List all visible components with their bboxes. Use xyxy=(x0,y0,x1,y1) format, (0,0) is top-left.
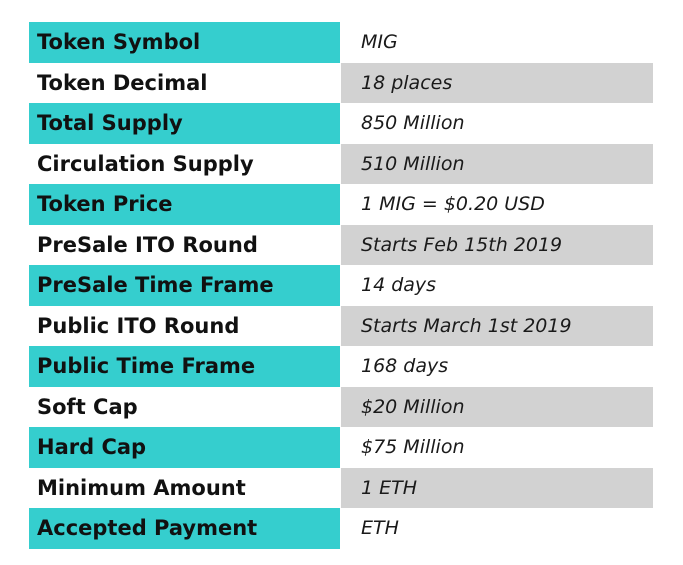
table-row-circulation-supply: Circulation Supply 510 Million xyxy=(29,143,653,184)
table-row-token-decimal: Token Decimal 18 places xyxy=(29,62,653,103)
table-row-presale-time-frame: PreSale Time Frame 14 days xyxy=(29,265,653,306)
row-label: Total Supply xyxy=(29,103,340,144)
table-row-presale-ito-round: PreSale ITO Round Starts Feb 15th 2019 xyxy=(29,224,653,265)
row-value: $20 Million xyxy=(341,386,653,427)
row-value: 168 days xyxy=(361,355,449,378)
row-label: Public Time Frame xyxy=(29,346,340,387)
table-row-minimum-amount: Minimum Amount 1 ETH xyxy=(29,467,653,508)
row-label: PreSale Time Frame xyxy=(29,265,340,306)
row-value: Starts Feb 15th 2019 xyxy=(341,224,653,265)
row-label: PreSale ITO Round xyxy=(37,232,258,257)
row-value: MIG xyxy=(361,31,398,54)
table-row-total-supply: Total Supply 850 Million xyxy=(29,103,653,144)
table-row-public-ito-round: Public ITO Round Starts March 1st 2019 xyxy=(29,305,653,346)
table-row-soft-cap: Soft Cap $20 Million xyxy=(29,386,653,427)
row-label: Accepted Payment xyxy=(29,508,340,549)
table-row-token-symbol: Token Symbol MIG xyxy=(29,22,653,63)
row-value: ETH xyxy=(361,517,399,540)
table-row-public-time-frame: Public Time Frame 168 days xyxy=(29,346,653,387)
row-label: Minimum Amount xyxy=(37,475,246,500)
row-label: Circulation Supply xyxy=(37,151,254,176)
row-label: Token Decimal xyxy=(37,70,208,95)
row-value: 18 places xyxy=(341,62,653,103)
row-value: $75 Million xyxy=(361,436,465,459)
table-row-accepted-payment: Accepted Payment ETH xyxy=(29,508,653,549)
row-value: 510 Million xyxy=(341,143,653,184)
row-label: Token Price xyxy=(29,184,340,225)
row-label: Soft Cap xyxy=(37,394,138,419)
row-label: Hard Cap xyxy=(29,427,340,468)
table-row-hard-cap: Hard Cap $75 Million xyxy=(29,427,653,468)
row-value: 1 MIG = $0.20 USD xyxy=(361,193,545,216)
row-value: Starts March 1st 2019 xyxy=(341,305,653,346)
row-label: Public ITO Round xyxy=(37,313,240,338)
row-label: Token Symbol xyxy=(29,22,340,63)
row-value: 850 Million xyxy=(361,112,465,135)
table-row-token-price: Token Price 1 MIG = $0.20 USD xyxy=(29,184,653,225)
row-value: 14 days xyxy=(361,274,437,297)
row-value: 1 ETH xyxy=(341,467,653,508)
token-details-table: Token Symbol MIG Token Decimal 18 places… xyxy=(29,22,653,549)
